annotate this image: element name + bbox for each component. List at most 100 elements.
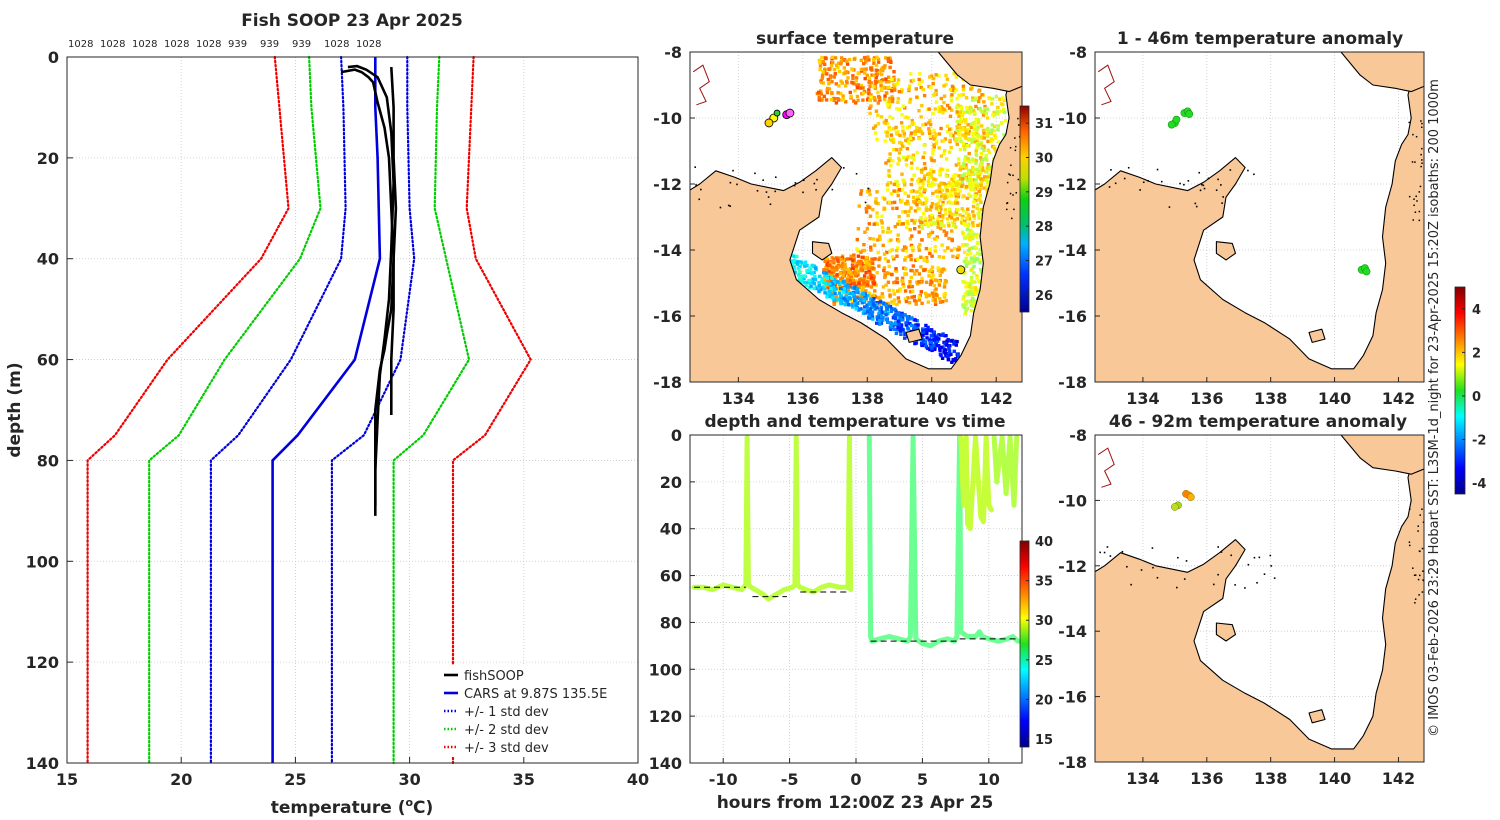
sst-pixel (935, 293, 939, 297)
sst-map-islet (1010, 164, 1012, 167)
anomaly-map-shallow-islet (1215, 189, 1218, 192)
sst-colorbar-label: 31 (1035, 117, 1053, 132)
sst-pixel (885, 306, 889, 310)
sst-pixel (891, 97, 895, 101)
sst-pixel (863, 305, 867, 309)
anomaly-map-shallow-islet (1123, 177, 1126, 180)
sst-pixel (874, 197, 878, 201)
sst-pixel (905, 147, 910, 151)
sst-pixel (976, 118, 981, 122)
sst-pixel (809, 266, 813, 270)
sst-pixel (908, 124, 912, 129)
sst-pixel (911, 189, 915, 193)
sst-pixel (899, 121, 904, 125)
sst-pixel (960, 184, 964, 189)
sst-pixel (957, 157, 961, 161)
sst-pixel (883, 139, 887, 143)
sst-pixel (900, 327, 905, 331)
sst-pixel (832, 257, 836, 261)
sst-pixel (889, 192, 894, 196)
sst-pixel (930, 334, 934, 338)
sst-pixel (917, 280, 921, 284)
sst-pixel (890, 95, 894, 99)
sst-pixel (830, 91, 834, 95)
sst-pixel (881, 243, 885, 248)
profile-xtick-label: 25 (284, 770, 306, 789)
sst-pixel (836, 97, 840, 101)
sst-pixel (893, 313, 898, 317)
sst-pixel (896, 233, 900, 237)
sst-pixel (977, 288, 981, 292)
sst-pixel (845, 300, 849, 304)
sst-pixel (844, 295, 848, 299)
sst-pixel (972, 254, 977, 258)
sst-pixel (906, 327, 911, 331)
sst-pixel (830, 269, 835, 273)
sst-pixel (836, 297, 840, 301)
sst-map-islet (1006, 202, 1008, 205)
map-lat-label: -16 (1058, 307, 1087, 326)
sst-pixel (896, 100, 900, 104)
sst-pixel (992, 110, 996, 115)
anomaly-map-shallow-islet (1414, 211, 1417, 213)
side-caption: © IMOS 03-Feb-2026 23:29 Hobart SST: L3S… (1427, 79, 1442, 737)
sst-pixel (948, 138, 952, 143)
sst-pixel (918, 72, 922, 76)
anomaly-map-deep-islet (1421, 508, 1423, 510)
sst-map: surface temperature 134 136 138 140 142-8-10… (653, 29, 1053, 408)
sst-pixel (927, 172, 932, 176)
anomaly-map-shallow-islet (1203, 187, 1206, 190)
anomaly-map-deep-islet (1417, 530, 1419, 532)
sst-pixel (887, 239, 891, 243)
sst-pixel (889, 60, 893, 64)
sst-pixel (979, 161, 983, 166)
sst-pixel (850, 281, 854, 285)
sst-pixel (826, 279, 830, 283)
sst-pixel (909, 243, 914, 248)
sst-pixel (845, 81, 849, 85)
profile-top-label: 1028 (132, 39, 157, 50)
sst-pixel (845, 62, 850, 66)
sst-pixel (915, 128, 919, 132)
sst-pixel (913, 341, 917, 346)
sst-pixel (923, 291, 928, 296)
map-lat-label: -12 (653, 175, 682, 194)
anomaly-map-shallow-islet (1221, 202, 1223, 204)
sst-pixel (960, 108, 964, 112)
sst-map-islet (769, 203, 772, 206)
sst-pixel (822, 270, 826, 275)
sst-pixel (932, 170, 936, 174)
sst-pixel (876, 90, 880, 94)
sst-obs-marker (956, 265, 966, 275)
sst-pixel (962, 164, 966, 169)
sst-pixel (886, 280, 891, 284)
sst-pixel (971, 210, 975, 214)
sst-pixel (942, 293, 946, 297)
sst-pixel (954, 75, 959, 79)
sst-pixel (867, 92, 871, 96)
map-lon-label: 134 (1126, 389, 1159, 408)
sst-pixel (917, 136, 921, 141)
sst-pixel (859, 250, 863, 254)
sst-pixel (968, 251, 973, 255)
profile-top-label: 1028 (100, 39, 125, 50)
sst-pixel (990, 123, 994, 127)
sst-map-islet (864, 201, 867, 204)
sst-pixel (848, 267, 852, 271)
sst-pixel (886, 226, 891, 230)
sst-pixel (932, 343, 936, 348)
sst-pixel (941, 213, 945, 218)
sst-pixel (948, 88, 953, 92)
sst-pixel (839, 294, 843, 298)
anomaly-colorbar-label: 0 (1472, 390, 1481, 405)
sst-pixel (915, 269, 919, 273)
sst-pixel (950, 201, 954, 205)
profile-ylabel: depth (m) (5, 362, 25, 457)
sst-pixel (909, 133, 913, 138)
sst-pixel (929, 216, 933, 220)
sst-pixel (943, 137, 948, 141)
profile-series-line-5 (86, 55, 290, 765)
sst-pixel (871, 317, 875, 321)
sst-pixel (908, 228, 912, 232)
profile-xtick-label: 30 (398, 770, 420, 789)
